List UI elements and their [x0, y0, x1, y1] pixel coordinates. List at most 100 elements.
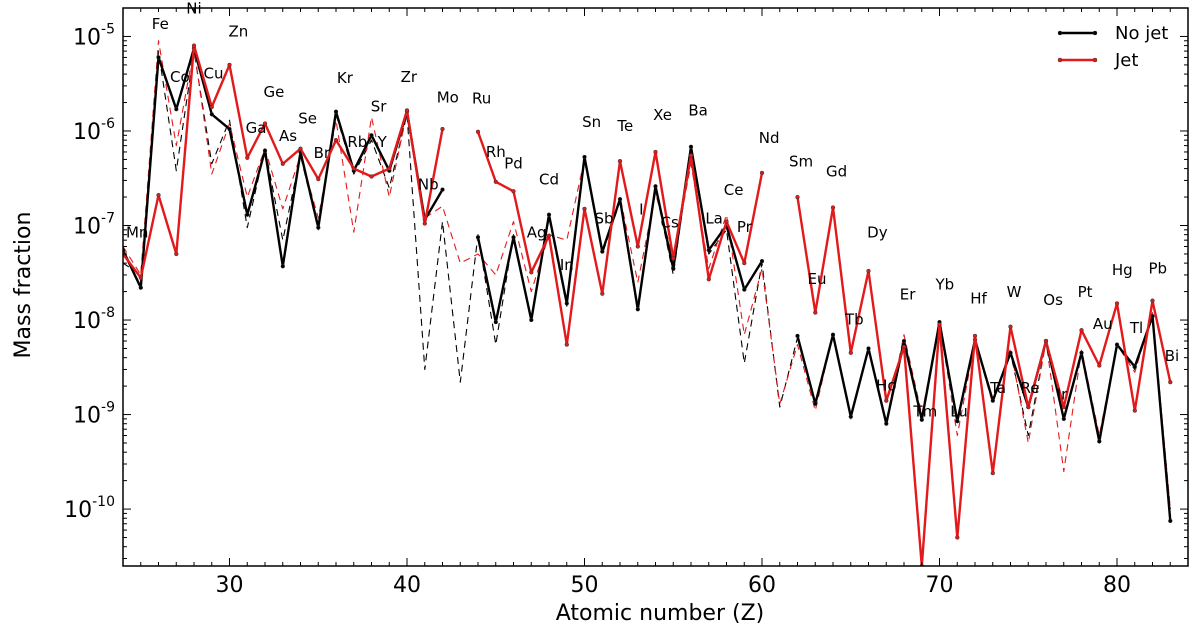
element-label-in: In: [560, 256, 574, 274]
data-point: [884, 398, 889, 403]
data-point: [1168, 380, 1173, 385]
data-point: [901, 344, 907, 350]
y-axis-label: Mass fraction: [11, 212, 36, 359]
data-point: [1079, 328, 1084, 333]
legend: No jet Jet: [1057, 23, 1168, 71]
series-line: [796, 196, 1172, 566]
data-point: [848, 414, 853, 419]
x-tick-label: 60: [748, 573, 776, 598]
data-point: [1132, 408, 1137, 413]
data-point: [529, 317, 534, 323]
data-point: [742, 287, 747, 292]
y-tick-label: 10-6: [73, 116, 115, 145]
series-line: [123, 40, 1171, 510]
data-point: [546, 212, 552, 217]
data-point: [582, 206, 587, 212]
legend-marker: [1057, 57, 1063, 63]
data-point: [369, 174, 374, 179]
series-no-jet-dashed: [123, 50, 1171, 510]
data-point: [990, 470, 995, 476]
data-point: [280, 161, 285, 166]
data-point: [582, 154, 587, 160]
data-point: [191, 43, 197, 48]
data-point: [209, 112, 214, 117]
data-point: [333, 137, 339, 143]
x-tick-label: 80: [1103, 573, 1131, 598]
element-label-sb: Sb: [594, 210, 613, 228]
element-label-pr: Pr: [737, 218, 753, 236]
data-point: [600, 291, 605, 296]
data-point: [529, 270, 534, 275]
series-line: [123, 50, 1171, 510]
data-point: [316, 225, 321, 230]
element-label-la: La: [705, 210, 723, 228]
data-point: [671, 256, 676, 261]
data-point: [635, 244, 640, 249]
data-point: [174, 107, 179, 112]
x-tick-label: 30: [216, 573, 244, 598]
data-point: [901, 338, 907, 344]
data-point: [227, 62, 232, 68]
element-label-ce: Ce: [724, 181, 744, 199]
data-point: [138, 275, 143, 280]
element-label-ho: Ho: [876, 376, 896, 394]
series-line: [796, 314, 1172, 522]
data-point: [262, 121, 268, 126]
data-point: [227, 126, 232, 132]
data-point: [245, 155, 250, 160]
series-jet-dashed: [123, 40, 1171, 510]
legend-label: Jet: [1114, 50, 1138, 71]
data-point: [724, 219, 729, 224]
data-point: [866, 346, 871, 351]
data-point: [688, 153, 694, 158]
element-label-hf: Hf: [970, 289, 987, 307]
data-point: [1008, 324, 1013, 329]
data-point: [209, 104, 214, 110]
data-point: [795, 194, 800, 200]
x-tick-label: 50: [571, 573, 599, 598]
data-point: [830, 332, 836, 337]
data-point: [706, 277, 711, 282]
data-point: [706, 247, 711, 253]
legend-label: No jet: [1115, 23, 1168, 44]
data-point: [1150, 298, 1155, 303]
element-label-re: Re: [1021, 379, 1040, 397]
legend-marker: [1092, 30, 1098, 36]
data-point: [972, 333, 978, 339]
data-point: [546, 233, 552, 238]
element-label-rh: Rh: [486, 143, 506, 161]
element-label-os: Os: [1043, 291, 1063, 309]
data-point: [440, 187, 445, 192]
series-group: [123, 40, 1173, 566]
data-point: [245, 212, 250, 217]
element-label-yb: Yb: [934, 276, 954, 294]
element-label-fe: Fe: [152, 15, 169, 33]
data-point: [1079, 350, 1084, 355]
data-point: [333, 109, 339, 114]
data-point: [138, 285, 143, 290]
data-point: [813, 310, 818, 315]
data-point: [955, 535, 960, 540]
data-point: [866, 268, 871, 274]
x-tick-label: 40: [393, 573, 421, 598]
element-label-cd: Cd: [539, 171, 559, 189]
data-point: [937, 322, 942, 327]
element-label-tb: Tb: [844, 310, 864, 328]
data-point: [884, 421, 889, 426]
element-label-cu: Cu: [204, 64, 224, 82]
element-label-nd: Nd: [759, 129, 780, 147]
y-tick-label: 10-10: [64, 494, 115, 523]
element-label-gd: Gd: [826, 163, 847, 181]
element-label-eu: Eu: [808, 270, 827, 288]
data-point: [759, 170, 765, 176]
data-point: [1114, 301, 1120, 306]
element-label-bi: Bi: [1165, 347, 1179, 365]
element-label-ru: Ru: [472, 90, 491, 108]
element-label-lu: Lu: [950, 403, 968, 421]
data-point: [404, 108, 410, 113]
data-point: [475, 235, 481, 240]
data-point: [1132, 364, 1137, 369]
data-point: [564, 301, 569, 306]
y-tick-label: 10-8: [73, 305, 115, 334]
data-point: [298, 146, 303, 151]
